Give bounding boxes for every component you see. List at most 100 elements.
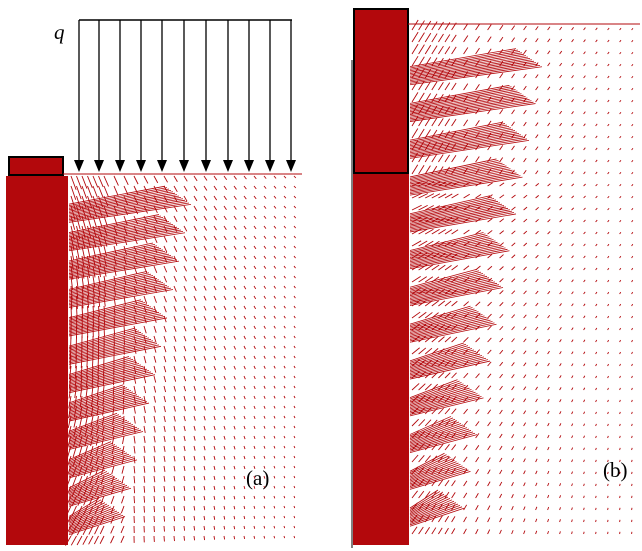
displacement-vector <box>233 195 237 200</box>
vector-fan-streak <box>409 492 443 512</box>
displacement-vector <box>547 110 551 115</box>
displacement-vector <box>411 430 419 439</box>
displacement-vector <box>283 425 286 429</box>
vector-fan-streak <box>409 359 489 379</box>
vector-fan-streak <box>68 483 126 503</box>
displacement-vector <box>243 425 246 430</box>
displacement-vector <box>76 185 82 200</box>
displacement-vector <box>163 265 168 273</box>
displacement-vector <box>511 410 515 415</box>
displacement-vector <box>547 374 550 379</box>
displacement-vector <box>559 146 563 151</box>
displacement-vector <box>253 275 257 280</box>
displacement-vector <box>511 482 514 487</box>
displacement-vector <box>583 327 586 331</box>
displacement-vector <box>113 195 119 206</box>
displacement-vector <box>499 145 504 151</box>
displacement-vector <box>583 279 586 283</box>
displacement-vector <box>213 505 216 510</box>
displacement-vector <box>203 285 207 291</box>
displacement-vector <box>263 365 266 369</box>
displacement-vector <box>203 365 207 371</box>
displacement-vector <box>77 495 83 506</box>
displacement-vector <box>559 315 562 319</box>
displacement-vector <box>173 385 177 392</box>
vector-fan-streak <box>409 420 458 440</box>
vector-fan-streak <box>409 355 483 374</box>
vector-fan-streak <box>409 89 516 108</box>
displacement-vector <box>88 535 94 545</box>
displacement-vector <box>283 395 286 399</box>
displacement-vector <box>411 526 418 535</box>
displacement-vector <box>583 39 586 43</box>
vector-fan-streak <box>409 349 475 369</box>
vector-fan-streak <box>68 344 160 364</box>
displacement-vector <box>203 325 207 331</box>
vector-fan-streak <box>68 226 178 246</box>
displacement-vector <box>411 80 419 91</box>
displacement-vector <box>203 415 206 421</box>
displacement-vector <box>631 471 633 475</box>
displacement-vector <box>233 345 236 350</box>
displacement-vector <box>263 505 266 509</box>
displacement-vector <box>153 175 159 184</box>
displacement-vector <box>223 485 226 490</box>
displacement-vector <box>463 35 469 43</box>
displacement-vector <box>547 267 551 271</box>
vector-fan-streak <box>68 222 172 242</box>
displacement-vector <box>559 74 563 79</box>
displacement-vector <box>143 295 147 304</box>
displacement-vector <box>631 75 634 79</box>
vector-fan-streak <box>68 307 154 327</box>
vector-fan-streak <box>409 248 508 268</box>
displacement-vector <box>253 475 256 479</box>
displacement-vector <box>263 235 267 239</box>
displacement-vector <box>511 446 515 451</box>
displacement-vector <box>424 527 430 535</box>
displacement-vector <box>451 444 457 451</box>
vector-fan-streak <box>409 458 453 478</box>
vector-fan-streak <box>68 509 116 528</box>
displacement-vector <box>431 129 438 139</box>
displacement-vector <box>253 445 256 449</box>
displacement-vector <box>424 240 434 247</box>
panel-b-displacement-field <box>351 8 640 548</box>
displacement-vector <box>65 505 72 517</box>
displacement-vector <box>233 385 236 390</box>
vector-fan-streak <box>68 329 138 348</box>
displacement-vector <box>499 24 504 31</box>
displacement-vector <box>535 410 538 415</box>
displacement-vector <box>243 485 246 490</box>
displacement-vector <box>70 275 73 290</box>
displacement-vector <box>273 225 277 229</box>
displacement-vector <box>583 387 586 391</box>
displacement-vector <box>283 355 286 359</box>
displacement-vector <box>293 525 296 529</box>
load-arrow-head <box>286 160 296 172</box>
displacement-vector <box>595 399 597 403</box>
displacement-vector <box>511 37 516 43</box>
displacement-vector <box>607 315 610 319</box>
displacement-vector <box>87 175 93 189</box>
displacement-vector <box>595 123 598 127</box>
displacement-vector <box>193 215 198 222</box>
displacement-vector <box>223 325 227 330</box>
displacement-vector <box>424 491 431 499</box>
vector-fan-streak <box>68 279 160 299</box>
displacement-vector <box>263 485 266 489</box>
displacement-vector <box>283 385 286 389</box>
displacement-vector <box>475 433 480 439</box>
displacement-vector <box>81 215 87 229</box>
displacement-vector <box>475 108 480 115</box>
vector-fan-streak <box>68 273 152 293</box>
displacement-vector <box>511 254 516 259</box>
displacement-vector <box>523 170 527 175</box>
displacement-vector <box>223 455 226 460</box>
vector-fan-streak <box>68 185 166 205</box>
vector-fan-streak <box>409 213 517 233</box>
displacement-vector <box>163 475 166 482</box>
displacement-vector <box>233 185 237 190</box>
displacement-vector <box>619 51 622 55</box>
vector-fan-streak <box>68 418 126 438</box>
displacement-vector <box>431 153 438 163</box>
